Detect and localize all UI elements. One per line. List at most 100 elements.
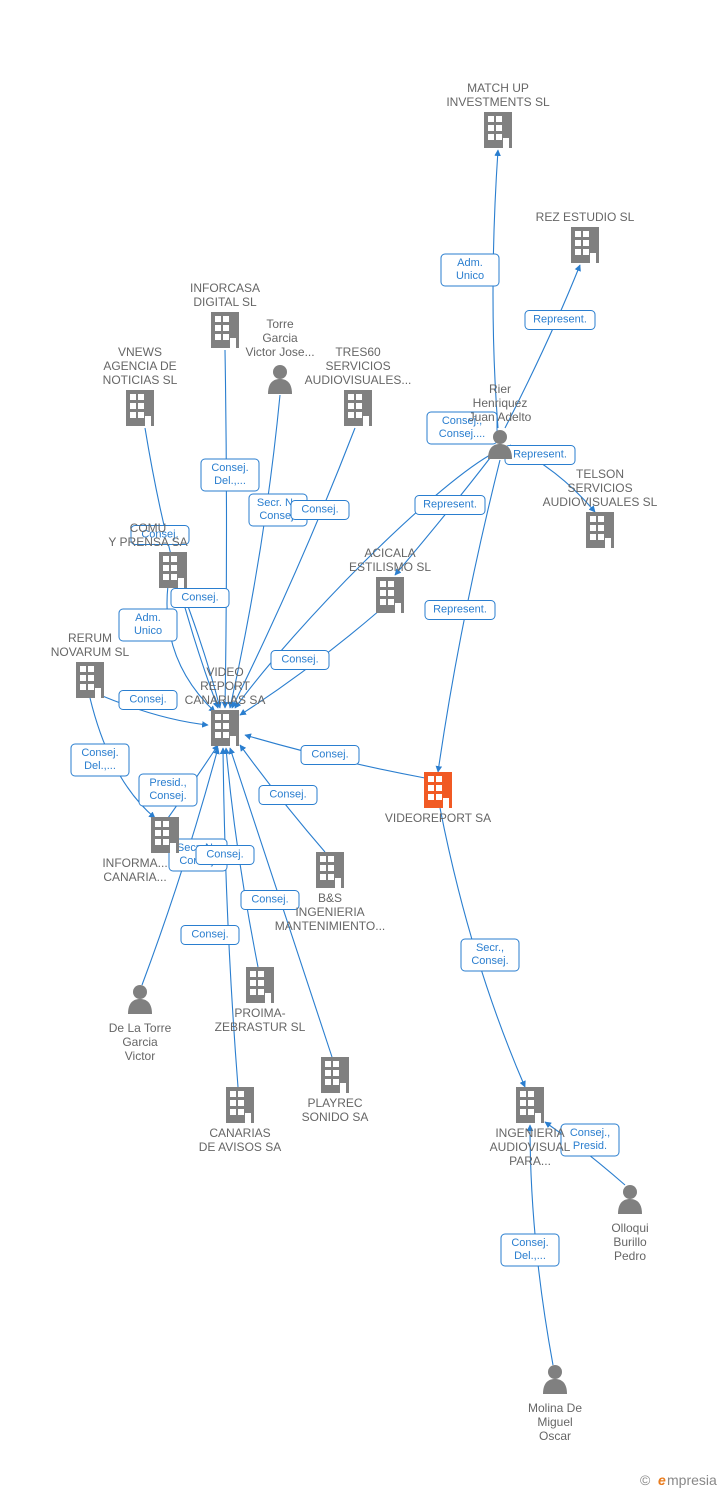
edge-label: Represent.	[415, 496, 485, 515]
building-icon	[76, 662, 104, 698]
person-icon	[128, 985, 152, 1014]
node-vnews[interactable]: VNEWSAGENCIA DENOTICIAS SL	[103, 345, 178, 426]
node-label: Torre	[266, 317, 294, 331]
svg-text:Adm.: Adm.	[457, 257, 483, 269]
node-label: PLAYREC	[307, 1096, 362, 1110]
node-label: NOTICIAS SL	[103, 373, 178, 387]
node-label: MATCH UP	[467, 81, 529, 95]
svg-text:Consej.: Consej.	[269, 789, 306, 801]
edge-label: Consej.	[241, 891, 299, 910]
svg-text:Consej.: Consej.	[511, 1237, 548, 1249]
node-label: INGENIERIA	[495, 1126, 564, 1140]
svg-text:Represent.: Represent.	[533, 314, 587, 326]
node-label: De La Torre	[109, 1021, 172, 1035]
svg-text:Represent.: Represent.	[423, 499, 477, 511]
svg-text:Consej.: Consej.	[311, 749, 348, 761]
node-rerum[interactable]: RERUMNOVARUM SL	[51, 631, 130, 698]
edge-label: Secr.,Consej.	[461, 939, 519, 971]
node-label: Burillo	[613, 1235, 647, 1249]
node-playrec[interactable]: PLAYRECSONIDO SA	[302, 1057, 369, 1124]
brand-first-letter: e	[658, 1472, 666, 1488]
edge-label: Represent.	[425, 601, 495, 620]
building-icon	[316, 852, 344, 888]
node-label: ZEBRASTUR SL	[215, 1020, 306, 1034]
node-ingenieria[interactable]: INGENIERIAAUDIOVISUALPARA...	[490, 1087, 571, 1168]
node-label: REPORT	[200, 679, 250, 693]
node-tres60[interactable]: TRES60SERVICIOSAUDIOVISUALES...	[305, 345, 412, 426]
svg-text:Consej.: Consej.	[251, 894, 288, 906]
node-canarias[interactable]: CANARIASDE AVISOS SA	[199, 1087, 281, 1154]
node-label: Victor	[125, 1049, 155, 1063]
edge-label: Consej.	[171, 589, 229, 608]
building-icon	[586, 512, 614, 548]
node-matchup[interactable]: MATCH UPINVESTMENTS SL	[446, 81, 550, 148]
svg-text:Presid.: Presid.	[573, 1140, 607, 1152]
node-label: Rier	[489, 382, 511, 396]
edge-label: Consej.	[119, 691, 177, 710]
svg-text:Consej.: Consej.	[129, 694, 166, 706]
node-label: Pedro	[614, 1249, 646, 1263]
node-rez[interactable]: REZ ESTUDIO SL	[536, 210, 635, 263]
edge-label: Consej.Del.,...	[201, 459, 259, 491]
node-label: Victor Jose...	[245, 345, 314, 359]
brand-rest: mpresia	[667, 1472, 717, 1488]
node-vrc[interactable]: VIDEOREPORTCANARIAS SA	[185, 665, 266, 746]
node-label: CANARIA...	[103, 870, 166, 884]
node-label: PARA...	[509, 1154, 551, 1168]
node-delatorre[interactable]: De La TorreGarciaVictor	[109, 985, 172, 1063]
node-label: MANTENIMIENTO...	[275, 919, 385, 933]
node-proima[interactable]: PROIMA-ZEBRASTUR SL	[215, 967, 306, 1034]
building-icon	[424, 772, 452, 808]
node-label: AUDIOVISUAL	[490, 1140, 571, 1154]
building-icon	[211, 312, 239, 348]
node-label: PROIMA-	[234, 1006, 285, 1020]
svg-text:Consej.: Consej.	[191, 929, 228, 941]
node-label: Oscar	[539, 1429, 571, 1443]
svg-text:Presid.,: Presid.,	[149, 777, 186, 789]
node-label: SERVICIOS	[567, 481, 632, 495]
svg-text:Consej.: Consej.	[281, 654, 318, 666]
svg-text:Consej.: Consej.	[81, 747, 118, 759]
svg-text:Secr.,: Secr.,	[476, 942, 504, 954]
node-acicala[interactable]: ACICALAESTILISMO SL	[349, 546, 431, 613]
edge-label: Consej.	[181, 926, 239, 945]
node-label: INVESTMENTS SL	[446, 95, 550, 109]
node-label: Y PRENSA SA	[108, 535, 187, 549]
node-label: VNEWS	[118, 345, 162, 359]
node-telson[interactable]: TELSONSERVICIOSAUDIOVISUALES SL	[543, 467, 658, 548]
node-olloqui[interactable]: OlloquiBurilloPedro	[611, 1185, 648, 1263]
node-label: Olloqui	[611, 1221, 648, 1235]
node-label: VIDEO	[206, 665, 243, 679]
svg-text:Unico: Unico	[456, 270, 484, 282]
edge-label: Adm.Unico	[441, 254, 499, 286]
node-label: DIGITAL SL	[193, 295, 257, 309]
svg-text:Consej.: Consej.	[301, 504, 338, 516]
node-informa[interactable]: INFORMA...CANARIA...	[102, 817, 179, 884]
edge-rier-vrc	[235, 455, 490, 708]
node-label: NOVARUM SL	[51, 645, 130, 659]
node-label: VIDEOREPORT SA	[385, 811, 491, 825]
building-icon	[321, 1057, 349, 1093]
edge-label: Consej.Del.,...	[71, 744, 129, 776]
building-icon	[344, 390, 372, 426]
svg-text:Unico: Unico	[134, 625, 162, 637]
network-diagram: Adm.UnicoRepresent.Represent.Represent.C…	[0, 0, 728, 1500]
node-label: CANARIAS SA	[185, 693, 266, 707]
node-label: Miguel	[537, 1415, 572, 1429]
node-label: INFORMA...	[102, 856, 167, 870]
person-icon	[268, 365, 292, 394]
node-label: INFORCASA	[190, 281, 260, 295]
node-videoreport[interactable]: VIDEOREPORT SA	[385, 772, 491, 825]
svg-text:Del.,...: Del.,...	[214, 475, 246, 487]
building-icon	[151, 817, 179, 853]
svg-text:Del.,...: Del.,...	[84, 760, 116, 772]
node-molina[interactable]: Molina DeMiguelOscar	[528, 1365, 582, 1443]
node-label: INGENIERIA	[295, 905, 364, 919]
node-label: ACICALA	[364, 546, 415, 560]
edge-inforcasa-vrc	[225, 350, 227, 708]
edge-label: Consej.	[259, 786, 317, 805]
building-icon	[376, 577, 404, 613]
node-label: DE AVISOS SA	[199, 1140, 281, 1154]
svg-text:Consej.: Consej.	[211, 462, 248, 474]
node-inforcasa[interactable]: INFORCASADIGITAL SL	[190, 281, 260, 348]
